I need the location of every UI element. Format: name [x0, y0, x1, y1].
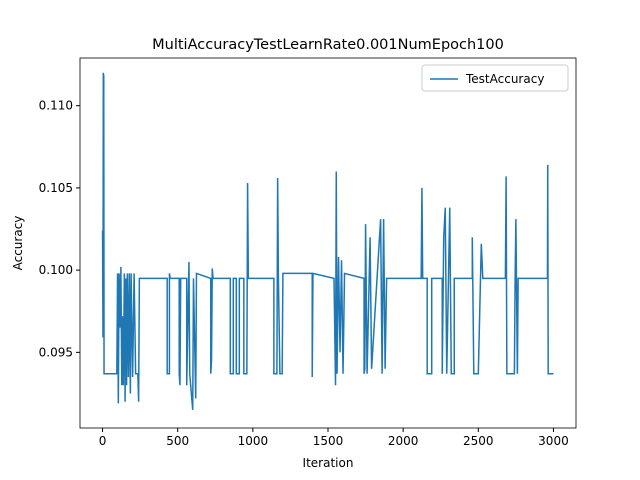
y-axis-label: Accuracy [11, 216, 25, 271]
plot-frame [79, 57, 577, 429]
legend-label: TestAccuracy [465, 72, 544, 86]
data-line [101, 72, 554, 410]
x-axis-label: Iteration [303, 456, 354, 470]
legend-box [421, 64, 569, 92]
x-tick-label: 3000 [538, 434, 569, 448]
y-tick-label: 0.110 [39, 99, 73, 113]
x-tick-label: 1000 [238, 434, 269, 448]
y-tick-label: 0.095 [39, 345, 73, 359]
y-tick-label: 0.105 [39, 181, 73, 195]
y-tick-label: 0.100 [39, 263, 73, 277]
x-tick-label: 500 [166, 434, 189, 448]
x-tick-label: 2000 [388, 434, 419, 448]
x-tick-label: 1500 [313, 434, 344, 448]
x-tick-label: 2500 [463, 434, 494, 448]
chart-title: MultiAccuracyTestLearnRate0.001NumEpoch1… [152, 37, 504, 53]
x-tick-label: 0 [99, 434, 107, 448]
